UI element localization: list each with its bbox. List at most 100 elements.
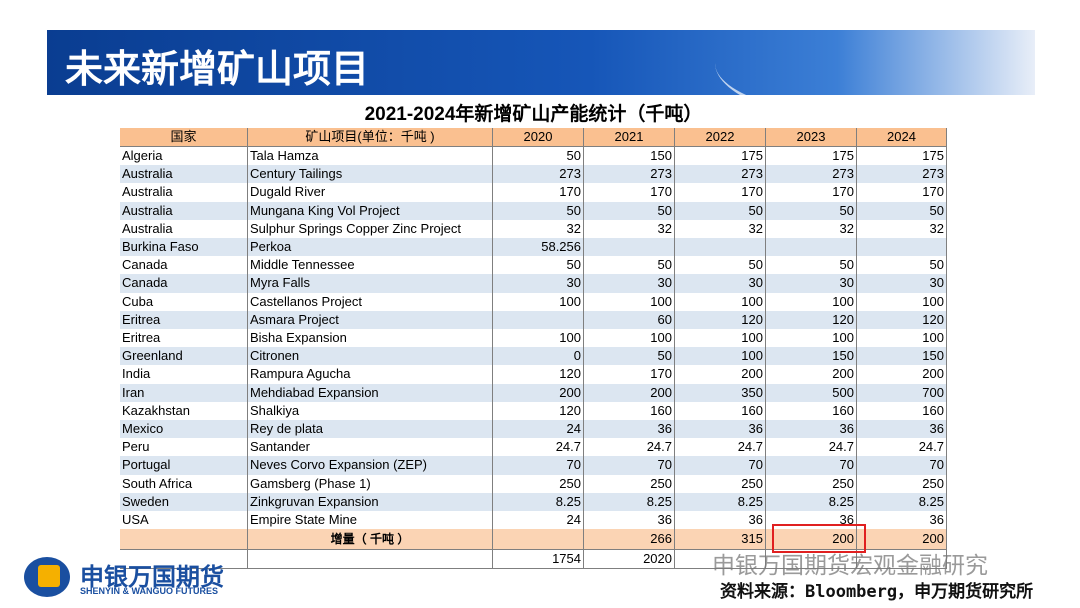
table-cell: 32 (857, 219, 947, 239)
table-cell: Shalkiya (248, 401, 493, 421)
table-cell: Castellanos Project (248, 292, 493, 312)
table-cell: 700 (857, 383, 947, 403)
table-cell: 170 (584, 365, 675, 385)
table-cell: 50 (675, 256, 766, 276)
table-cell: 150 (766, 347, 857, 367)
table-cell: 32 (584, 219, 675, 239)
table-cell: Mexico (120, 420, 248, 440)
slide-title: 未来新增矿山项目 (65, 49, 370, 91)
table-cell: Tala Hamza (248, 147, 493, 167)
table-cell (120, 550, 248, 569)
table-cell: Mehdiabad Expansion (248, 383, 493, 403)
table-cell: 350 (675, 383, 766, 403)
table-cell: 170 (857, 183, 947, 203)
table-cell: 500 (766, 383, 857, 403)
table-cell: Century Tailings (248, 165, 493, 185)
table-cell: 24 (493, 511, 584, 531)
table-cell: Peru (120, 438, 248, 458)
table-cell: 100 (675, 347, 766, 367)
table-cell: 120 (675, 310, 766, 330)
table-cell: 100 (584, 292, 675, 312)
table-cell: 50 (857, 201, 947, 221)
watermark: 申银万国期货宏观金融研究 (712, 552, 988, 578)
table-cell (120, 529, 248, 551)
table-cell: Australia (120, 219, 248, 239)
table-cell: Eritrea (120, 329, 248, 349)
table-cell: 2021 (584, 128, 675, 147)
table-cell: 70 (766, 456, 857, 476)
table-cell: 200 (857, 529, 947, 551)
table-cell: 24.7 (857, 438, 947, 458)
table-cell: 120 (857, 310, 947, 330)
table-cell: 8.25 (766, 492, 857, 512)
table-cell: 30 (493, 274, 584, 294)
table-cell: Algeria (120, 147, 248, 167)
table-cell: Rey de plata (248, 420, 493, 440)
table-cell: Dugald River (248, 183, 493, 203)
table-cell: 50 (675, 201, 766, 221)
table-cell: 2023 (766, 128, 857, 147)
table-cell (766, 550, 857, 569)
table-cell: Bisha Expansion (248, 329, 493, 349)
table-cell: 58.256 (493, 238, 584, 258)
table-cell: 100 (766, 292, 857, 312)
table-cell: 100 (675, 292, 766, 312)
table-cell: 273 (675, 165, 766, 185)
table-cell: Kazakhstan (120, 401, 248, 421)
table-cell: 160 (766, 401, 857, 421)
table-cell (493, 529, 584, 551)
table-cell: Cuba (120, 292, 248, 312)
table-cell: 36 (857, 511, 947, 531)
table-cell: 250 (857, 474, 947, 494)
table-cell: 273 (857, 165, 947, 185)
table-cell: 266 (584, 529, 675, 551)
table-cell: 175 (675, 147, 766, 167)
source-note: 资料来源：Bloomberg，申万期货研究所 (720, 582, 1034, 602)
table-cell: Citronen (248, 347, 493, 367)
table-cell: 273 (493, 165, 584, 185)
table-cell: Neves Corvo Expansion (ZEP) (248, 456, 493, 476)
table-cell: 50 (493, 256, 584, 276)
table-cell: 50 (493, 201, 584, 221)
table-cell: 2020 (584, 550, 675, 569)
table-cell: 200 (857, 365, 947, 385)
table-cell: 273 (766, 165, 857, 185)
table-cell: Sweden (120, 492, 248, 512)
table-cell: 200 (675, 365, 766, 385)
table-cell: 250 (675, 474, 766, 494)
table-cell: 36 (584, 420, 675, 440)
table-cell: 1754 (493, 550, 584, 569)
table-cell (675, 238, 766, 258)
table-cell: Asmara Project (248, 310, 493, 330)
table-cell: Portugal (120, 456, 248, 476)
table-cell: 36 (584, 511, 675, 531)
table-cell: 70 (675, 456, 766, 476)
table-cell: 50 (766, 201, 857, 221)
table-cell: 120 (766, 310, 857, 330)
table-cell: 150 (584, 147, 675, 167)
table-cell: 30 (675, 274, 766, 294)
table-cell: 36 (675, 511, 766, 531)
table-cell: 50 (584, 256, 675, 276)
table-cell: 24.7 (766, 438, 857, 458)
table-cell: Gamsberg (Phase 1) (248, 474, 493, 494)
table-cell: 24.7 (584, 438, 675, 458)
table-cell: 100 (857, 329, 947, 349)
table-cell: 200 (493, 383, 584, 403)
table-cell: 200 (584, 383, 675, 403)
table-cell: 200 (766, 365, 857, 385)
table-cell: USA (120, 511, 248, 531)
table-cell (493, 310, 584, 330)
table-cell: Canada (120, 274, 248, 294)
table-cell: 70 (584, 456, 675, 476)
table-cell: 175 (857, 147, 947, 167)
table-cell: South Africa (120, 474, 248, 494)
table-cell: 50 (584, 201, 675, 221)
table-cell: 2024 (857, 128, 947, 147)
table-cell: 100 (675, 329, 766, 349)
table-cell: 120 (493, 401, 584, 421)
table-cell: 国家 (120, 128, 248, 147)
logo-name: 申银万国期货 (80, 564, 224, 591)
table-cell: 30 (766, 274, 857, 294)
table-cell: Middle Tennessee (248, 256, 493, 276)
